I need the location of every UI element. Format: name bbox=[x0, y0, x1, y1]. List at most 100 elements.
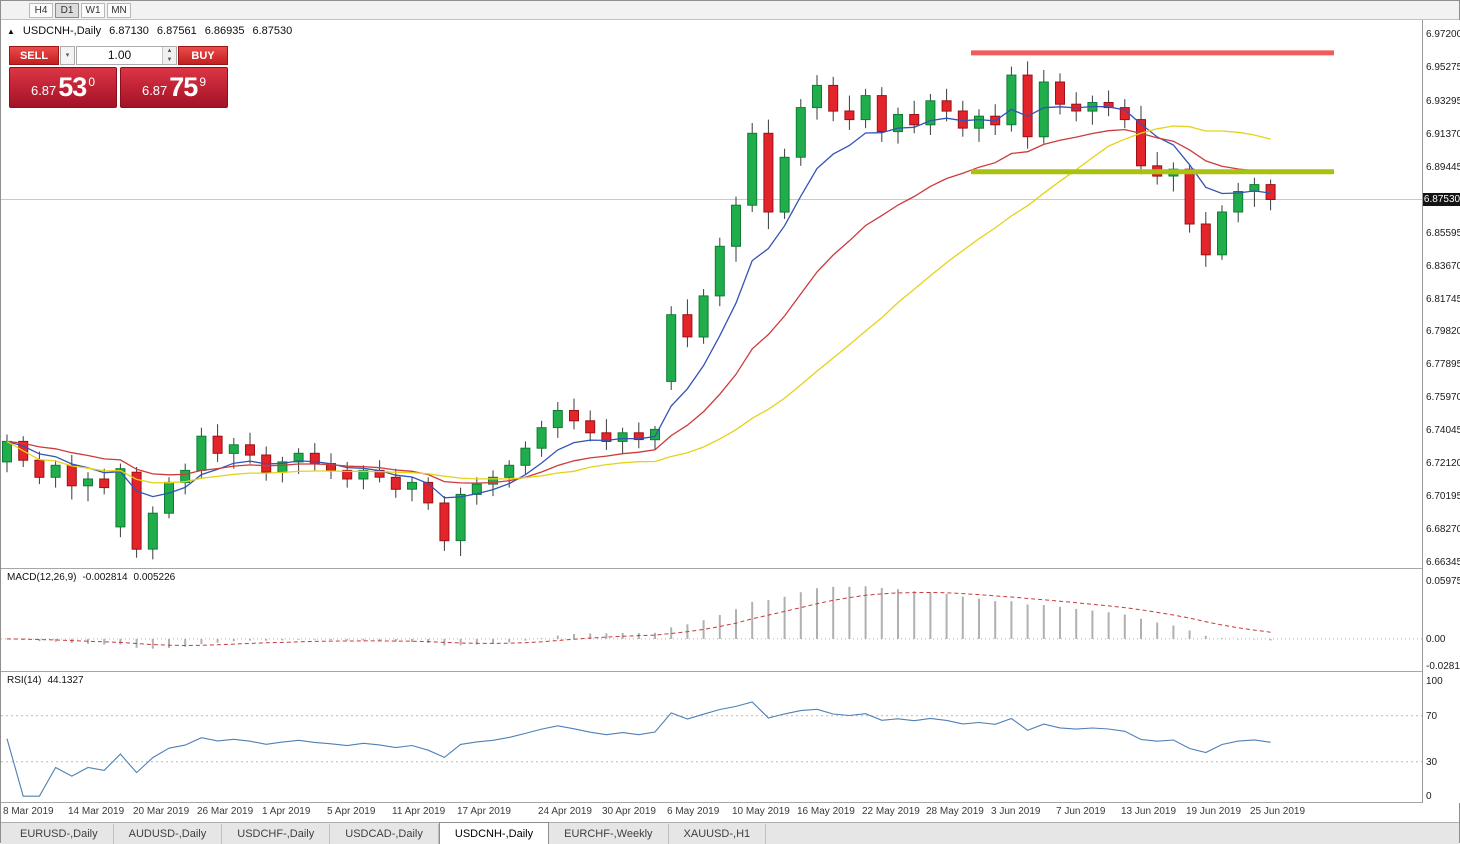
buy-button[interactable]: BUY bbox=[178, 46, 228, 65]
macd-histogram-bar bbox=[864, 586, 867, 639]
macd-histogram-bar bbox=[978, 598, 980, 639]
price-axis-label: 6.85595 bbox=[1426, 227, 1460, 239]
date-axis-label: 28 May 2019 bbox=[926, 806, 984, 817]
macd-histogram-bar bbox=[913, 591, 916, 639]
candle bbox=[650, 428, 660, 441]
sell-button[interactable]: SELL bbox=[9, 46, 59, 65]
macd-histogram-bar bbox=[718, 615, 721, 639]
macd-histogram-bar bbox=[378, 638, 381, 641]
chart-tab-eurchf[interactable]: EURCHF-,Weekly bbox=[549, 824, 669, 844]
price-axis-label: 6.81745 bbox=[1426, 293, 1460, 305]
macd-histogram-bar bbox=[702, 620, 705, 639]
macd-histogram-bar bbox=[735, 609, 737, 639]
macd-histogram-bar bbox=[232, 638, 235, 642]
date-axis-label: 22 May 2019 bbox=[862, 806, 920, 817]
macd-histogram-bar bbox=[1221, 638, 1223, 639]
macd-histogram-bar bbox=[897, 589, 899, 639]
candle bbox=[196, 435, 207, 471]
price-axis-label: 6.77895 bbox=[1426, 359, 1460, 371]
candle bbox=[812, 84, 822, 109]
candle bbox=[99, 478, 110, 489]
macd-histogram-bar bbox=[767, 600, 770, 639]
macd-histogram-bar bbox=[103, 638, 106, 645]
rsi-line bbox=[6, 701, 1271, 797]
chart-tab-xauusd[interactable]: XAUUSD-,H1 bbox=[669, 824, 767, 844]
macd-histogram-bar bbox=[799, 592, 802, 639]
macd-histogram-bar bbox=[508, 638, 511, 643]
candle bbox=[439, 502, 450, 542]
candle bbox=[731, 204, 741, 247]
macd-histogram-bar bbox=[184, 638, 187, 647]
chart-tab-usdcad[interactable]: USDCAD-,Daily bbox=[330, 824, 439, 844]
ohlc-low: 6.86935 bbox=[204, 25, 245, 37]
price-axis-label: 6.72120 bbox=[1426, 458, 1460, 470]
macd-canvas[interactable] bbox=[1, 569, 1422, 671]
candle bbox=[957, 110, 968, 129]
candle bbox=[471, 483, 482, 495]
buy-price-big-digits: 75 bbox=[169, 72, 198, 102]
macd-histogram-bar bbox=[313, 638, 316, 640]
macd-histogram-bar bbox=[346, 638, 349, 641]
macd-histogram-bar bbox=[265, 638, 268, 641]
chart-tab-usdcnh[interactable]: USDCNH-,Daily bbox=[438, 822, 550, 844]
collapse-arrow-icon[interactable]: ▲ bbox=[7, 26, 15, 36]
candle bbox=[1233, 191, 1244, 213]
date-axis-label: 17 Apr 2019 bbox=[457, 806, 511, 817]
candle bbox=[1184, 168, 1195, 225]
macd-histogram-bar bbox=[540, 638, 543, 639]
chart-tab-usdchf[interactable]: USDCHF-,Daily bbox=[222, 824, 331, 844]
ohlc-open: 6.87130 bbox=[109, 25, 149, 37]
sell-price-button[interactable]: 6.87 53 0 bbox=[9, 67, 117, 108]
timeframe-button-w1[interactable]: W1 bbox=[81, 2, 105, 18]
rsi-label: RSI(14) bbox=[7, 675, 42, 686]
macd-histogram-bar bbox=[427, 638, 430, 643]
date-axis[interactable]: 8 Mar 2019 14 Mar 2019 20 Mar 2019 26 Mar 2… bbox=[1, 803, 1422, 820]
candle bbox=[876, 95, 887, 132]
rsi-canvas[interactable] bbox=[1, 672, 1422, 802]
chart-tab-eurusd[interactable]: EURUSD-,Daily bbox=[5, 824, 114, 844]
volume-spinner: ▲ ▼ bbox=[162, 47, 176, 64]
price-axis-label: 6.70195 bbox=[1426, 491, 1460, 503]
price-axis-label: 6.66345 bbox=[1426, 557, 1460, 569]
volume-input[interactable]: 1.00 bbox=[107, 48, 132, 62]
date-axis-label: 7 Jun 2019 bbox=[1056, 806, 1106, 817]
macd-histogram-bar bbox=[362, 638, 365, 641]
macd-histogram-bar bbox=[654, 632, 656, 639]
volume-decrease-icon[interactable]: ▼ bbox=[163, 55, 176, 64]
price-axis[interactable]: 6.97200 6.95275 6.93295 6.91370 6.89445 6.875… bbox=[1422, 20, 1460, 803]
buy-price-button[interactable]: 6.87 75 9 bbox=[120, 67, 228, 108]
price-axis-label: 6.68270 bbox=[1426, 524, 1460, 536]
main-chart-canvas[interactable] bbox=[1, 20, 1422, 568]
timeframe-button-mn[interactable]: MN bbox=[107, 2, 131, 18]
candle bbox=[1022, 74, 1033, 138]
rsi-panel: RSI(14) 44.1327 bbox=[1, 672, 1422, 802]
date-axis-label: 16 May 2019 bbox=[797, 806, 855, 817]
price-axis-label: 6.95275 bbox=[1426, 61, 1460, 73]
rsi-axis-label: 70 bbox=[1426, 710, 1438, 722]
date-axis-label: 14 Mar 2019 bbox=[68, 806, 125, 817]
chart-tab-audusd[interactable]: AUDUSD-,Daily bbox=[114, 824, 223, 844]
macd-histogram-bar bbox=[994, 601, 997, 639]
candle bbox=[358, 469, 369, 480]
candle bbox=[2, 440, 12, 463]
candle bbox=[180, 469, 191, 483]
macd-histogram-bar bbox=[1091, 610, 1094, 639]
macd-histogram-bar bbox=[1172, 625, 1175, 639]
ma-slow-line bbox=[6, 125, 1271, 484]
timeframe-button-h4[interactable]: H4 bbox=[29, 2, 53, 18]
volume-increase-icon[interactable]: ▲ bbox=[163, 47, 176, 56]
timeframe-button-d1[interactable]: D1 bbox=[55, 2, 79, 18]
panel-separator[interactable] bbox=[1, 568, 1422, 569]
main-chart-panel: ▲ USDCNH-,Daily 6.87130 6.87561 6.86935 … bbox=[1, 20, 1422, 568]
macd-histogram-bar bbox=[459, 638, 462, 646]
current-price-tag: 6.87530 bbox=[1423, 193, 1460, 206]
volume-dropdown-icon[interactable]: ▾ bbox=[60, 46, 75, 65]
panel-separator[interactable] bbox=[1, 671, 1422, 672]
date-axis-label: 19 Jun 2019 bbox=[1186, 806, 1242, 817]
volume-field: 1.00 ▲ ▼ bbox=[76, 46, 177, 65]
macd-histogram-bar bbox=[605, 633, 608, 639]
macd-histogram-bar bbox=[751, 601, 754, 639]
macd-histogram-bar bbox=[1010, 601, 1013, 639]
candle bbox=[536, 427, 547, 449]
date-axis-label: 6 May 2019 bbox=[667, 806, 720, 817]
